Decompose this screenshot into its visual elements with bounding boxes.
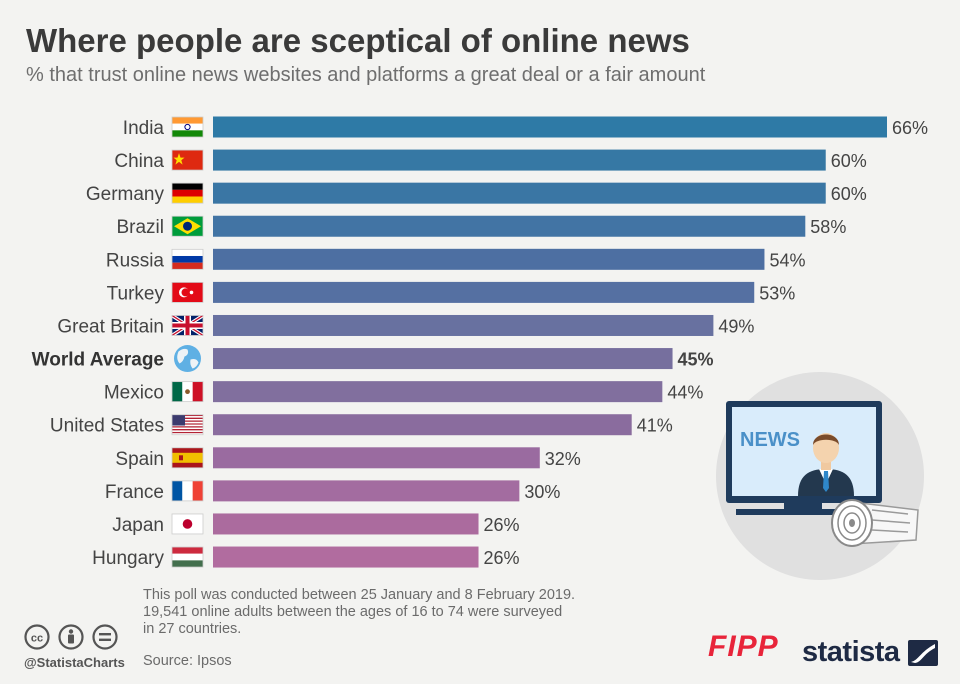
category-label: Mexico <box>104 383 164 404</box>
bar <box>213 116 887 138</box>
bar <box>213 546 479 568</box>
poll-footnote: This poll was conducted between 25 Janua… <box>143 587 643 638</box>
bar-row: Turkey 53% <box>107 281 795 304</box>
chart-title: Where people are sceptical of online new… <box>26 22 690 59</box>
value-label: 32% <box>545 449 581 469</box>
globe-icon <box>174 345 201 373</box>
india-flag-icon <box>171 116 204 138</box>
statista-wordmark: statista <box>802 636 900 668</box>
bar <box>213 414 632 436</box>
bar-chart: India 66%China 60%Germany 60%Brazil 58%Russi… <box>32 116 928 569</box>
bar <box>213 348 673 370</box>
bar <box>213 149 826 171</box>
value-label: 58% <box>810 217 846 237</box>
tv-news-label: NEWS <box>740 429 800 451</box>
category-label: China <box>114 151 164 172</box>
category-label: Russia <box>106 250 165 271</box>
bar <box>213 248 765 270</box>
footnote-line: in 27 countries. <box>143 621 242 637</box>
value-label: 66% <box>892 118 928 138</box>
france-flag-icon <box>171 480 204 502</box>
bar-row: World Average 45% <box>32 345 714 373</box>
germany-flag-icon <box>171 182 204 204</box>
footnote-line: 19,541 online adults between the ages of… <box>143 604 563 620</box>
china-flag-icon <box>171 149 204 171</box>
bar <box>213 281 755 303</box>
category-label: World Average <box>32 350 164 371</box>
cc-icon: cc <box>24 624 50 650</box>
news-tv-illustration: NEWS <box>716 372 924 580</box>
great-britain-flag-icon <box>171 314 204 337</box>
hungary-flag-icon <box>171 546 204 568</box>
fipp-logo: FIPP <box>708 630 779 663</box>
category-label: United States <box>50 416 164 437</box>
category-label: Hungary <box>92 548 164 569</box>
value-label: 26% <box>484 548 520 568</box>
chart-subtitle: % that trust online news websites and pl… <box>26 64 706 86</box>
bar-row: Great Britain 49% <box>57 314 754 337</box>
tv-stand <box>784 503 822 509</box>
bar-row: Mexico 44% <box>104 381 703 404</box>
tv-base <box>736 509 870 515</box>
bar <box>213 513 479 535</box>
spain-flag-icon <box>171 447 204 469</box>
news-anchor-icon <box>798 433 854 496</box>
statista-logo: statista <box>802 636 938 670</box>
value-label: 30% <box>524 482 560 502</box>
value-label: 54% <box>769 250 805 270</box>
no-derivatives-icon <box>92 624 118 650</box>
bar <box>213 182 826 204</box>
brazil-flag-icon <box>171 215 204 237</box>
value-label: 53% <box>759 283 795 303</box>
category-label: Germany <box>86 184 165 205</box>
bar <box>213 480 520 502</box>
bar <box>213 447 540 469</box>
turkey-flag-icon <box>171 281 204 303</box>
bar-row: Hungary 26% <box>92 546 520 569</box>
category-label: Brazil <box>116 217 164 238</box>
category-label: Great Britain <box>57 316 164 337</box>
category-label: India <box>123 118 165 139</box>
bar-row: China 60% <box>114 149 867 172</box>
bar-row: India 66% <box>123 116 928 139</box>
japan-flag-icon <box>171 513 204 535</box>
statista-charts-handle[interactable]: @StatistaCharts <box>24 655 125 670</box>
bar-row: France 30% <box>105 480 560 503</box>
value-label: 41% <box>637 416 673 436</box>
category-label: Turkey <box>107 283 165 304</box>
bar-row: Germany 60% <box>86 182 867 205</box>
bar-row: Russia 54% <box>106 248 805 271</box>
statista-mark-icon <box>908 639 938 666</box>
bar <box>213 215 806 237</box>
category-label: Japan <box>112 515 164 536</box>
creative-commons-icons: cc <box>24 624 118 650</box>
bar-row: Spain 32% <box>115 447 581 470</box>
value-label: 44% <box>667 383 703 403</box>
bar <box>213 314 714 336</box>
bar <box>213 381 663 403</box>
russia-flag-icon <box>171 248 204 270</box>
value-label: 26% <box>484 515 520 535</box>
svg-text:cc: cc <box>31 633 43 645</box>
footnote-line: This poll was conducted between 25 Janua… <box>143 587 576 603</box>
attribution-icon <box>58 624 84 650</box>
mexico-flag-icon <box>171 381 204 403</box>
source-note: Source: Ipsos <box>143 653 232 669</box>
bar-row: Japan 26% <box>112 513 520 536</box>
newspaper-roll-icon <box>831 499 919 547</box>
bar-row: United States 41% <box>50 414 673 437</box>
value-label: 49% <box>718 316 754 336</box>
value-label: 60% <box>831 151 867 171</box>
category-label: France <box>105 482 164 503</box>
category-label: Spain <box>115 449 164 470</box>
united-states-flag-icon <box>171 414 204 436</box>
value-label: 45% <box>678 350 714 370</box>
bar-row: Brazil 58% <box>116 215 846 238</box>
value-label: 60% <box>831 184 867 204</box>
